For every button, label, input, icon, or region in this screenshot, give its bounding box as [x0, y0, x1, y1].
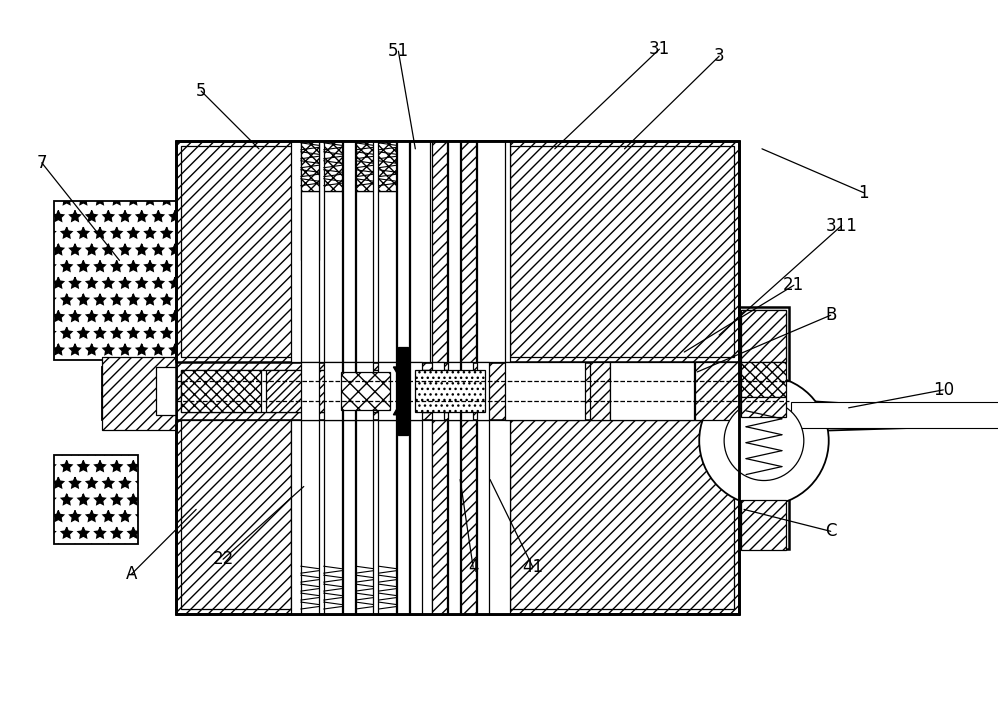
Polygon shape	[393, 367, 410, 384]
Bar	[477, 420, 489, 614]
Bar	[356, 420, 373, 614]
Bar	[477, 141, 505, 362]
Bar	[291, 420, 510, 614]
Bar	[378, 141, 396, 191]
Bar	[791, 402, 1000, 428]
Bar	[410, 420, 422, 614]
Text: 22: 22	[212, 550, 234, 568]
Bar	[356, 191, 373, 362]
Bar	[324, 362, 342, 420]
Bar	[181, 420, 291, 609]
Text: 31: 31	[649, 40, 670, 58]
Bar	[181, 146, 296, 357]
Bar	[324, 141, 342, 191]
Bar	[461, 420, 473, 614]
Bar	[324, 420, 342, 614]
Bar	[505, 362, 585, 420]
Bar	[432, 141, 447, 362]
Text: 3: 3	[714, 47, 724, 65]
Circle shape	[699, 376, 829, 505]
Text: 311: 311	[826, 216, 858, 234]
Bar	[343, 362, 355, 420]
Text: 4: 4	[468, 558, 478, 576]
Bar	[356, 141, 373, 191]
Bar	[378, 362, 396, 420]
Bar	[477, 362, 489, 420]
Bar	[590, 362, 610, 420]
Bar	[739, 307, 789, 549]
Bar	[102, 367, 176, 394]
Polygon shape	[789, 400, 918, 431]
Bar	[432, 362, 444, 420]
Text: A: A	[126, 565, 137, 583]
Bar	[102, 393, 176, 420]
Bar	[461, 420, 476, 614]
Bar	[432, 420, 447, 614]
Bar	[291, 141, 510, 362]
Bar	[397, 420, 409, 614]
Bar	[448, 141, 460, 362]
Bar	[448, 420, 460, 614]
Text: B: B	[825, 306, 836, 324]
Bar	[301, 141, 319, 191]
Bar	[398, 347, 408, 435]
Bar	[461, 362, 473, 420]
Bar	[741, 362, 786, 397]
Bar	[351, 370, 450, 412]
Text: 1: 1	[858, 183, 869, 201]
Text: 51: 51	[388, 42, 409, 60]
Bar	[695, 362, 739, 420]
Bar	[324, 191, 342, 362]
Polygon shape	[393, 398, 410, 415]
Bar	[741, 310, 786, 362]
Bar	[176, 141, 739, 614]
Bar	[301, 362, 319, 420]
Bar	[181, 370, 261, 412]
Text: C: C	[825, 522, 836, 541]
Bar	[741, 397, 786, 417]
Bar	[510, 146, 734, 357]
Bar	[181, 370, 450, 412]
Bar	[54, 201, 176, 360]
Bar	[410, 141, 430, 362]
Bar	[378, 420, 396, 614]
Bar	[156, 367, 176, 415]
Bar	[461, 141, 476, 362]
Bar	[741, 500, 786, 550]
Bar	[301, 141, 319, 260]
Text: 10: 10	[933, 381, 954, 399]
Bar	[741, 310, 786, 362]
Bar	[432, 420, 444, 614]
Bar	[378, 191, 396, 362]
Bar	[343, 420, 355, 614]
Circle shape	[724, 400, 804, 480]
Text: 41: 41	[522, 558, 543, 576]
Bar	[54, 454, 138, 544]
Bar	[102, 357, 176, 430]
Bar	[610, 362, 694, 420]
Bar	[410, 362, 422, 420]
Bar	[341, 372, 390, 410]
Bar	[266, 370, 346, 412]
Bar	[448, 362, 460, 420]
Bar	[301, 420, 319, 614]
Bar	[356, 362, 373, 420]
Text: 5: 5	[196, 82, 206, 100]
Bar	[397, 141, 409, 362]
Bar	[415, 370, 485, 412]
Bar	[176, 362, 739, 420]
Bar	[397, 362, 409, 420]
Text: 21: 21	[783, 276, 804, 294]
Bar	[510, 420, 734, 609]
Text: 7: 7	[37, 154, 47, 172]
Bar	[343, 141, 355, 362]
Bar	[301, 191, 319, 362]
